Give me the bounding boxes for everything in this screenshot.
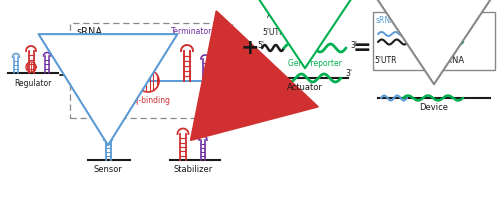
Text: 3': 3' bbox=[221, 75, 228, 85]
Text: Hfq-binding: Hfq-binding bbox=[126, 96, 170, 105]
Text: =: = bbox=[352, 38, 372, 58]
Text: Target-binding: Target-binding bbox=[78, 41, 134, 50]
Text: 3': 3' bbox=[345, 70, 352, 78]
Text: 3': 3' bbox=[350, 41, 357, 49]
Text: sRNA: sRNA bbox=[376, 16, 396, 25]
Text: Gene reporter: Gene reporter bbox=[424, 16, 478, 25]
Text: Adapter: Adapter bbox=[267, 11, 301, 20]
Text: 5'UTR: 5'UTR bbox=[263, 28, 285, 37]
Text: +: + bbox=[240, 38, 260, 58]
Text: 5'UTR: 5'UTR bbox=[375, 56, 397, 65]
Text: Device: Device bbox=[420, 103, 448, 112]
Text: Actuator: Actuator bbox=[287, 83, 323, 92]
Text: 5': 5' bbox=[257, 41, 264, 49]
Text: Sensor: Sensor bbox=[94, 165, 122, 174]
Text: Regulator: Regulator bbox=[14, 79, 52, 88]
Text: sRNA: sRNA bbox=[76, 27, 102, 37]
Bar bbox=[373, 12, 495, 70]
Text: Gene reporter: Gene reporter bbox=[288, 59, 342, 68]
Bar bbox=[70, 23, 232, 118]
Text: mRNA: mRNA bbox=[299, 28, 325, 37]
Text: mRNA: mRNA bbox=[438, 56, 464, 65]
Text: 5': 5' bbox=[72, 75, 79, 85]
Text: Terminator: Terminator bbox=[172, 27, 212, 36]
Text: Stabilizer: Stabilizer bbox=[174, 165, 212, 174]
